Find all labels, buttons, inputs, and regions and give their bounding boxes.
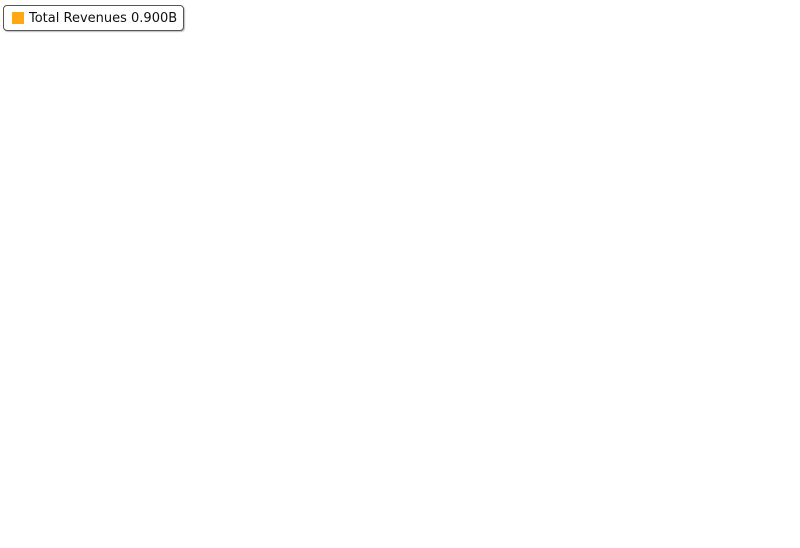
bar-Q1-2023 bbox=[499, 47, 516, 532]
bar-Q1-2019 bbox=[224, 308, 241, 532]
legend-series-name: Total Revenues bbox=[29, 10, 127, 26]
bar-Q2-2016 bbox=[35, 460, 51, 532]
bar-Q2-2022 bbox=[447, 121, 464, 532]
bar-Q2-2021 bbox=[379, 245, 395, 532]
x-tick-label: Q4 2019 bbox=[258, 533, 309, 547]
x-tick-label: Q4 2022 bbox=[464, 533, 515, 547]
bar-Q1-2020 bbox=[293, 305, 309, 532]
bar-Q2-2018 bbox=[172, 403, 189, 532]
bar-Q1-2026 bbox=[705, 122, 722, 532]
grid bbox=[0, 0, 762, 531]
bar-Q3-2019 bbox=[258, 356, 275, 532]
bar-Q3-2018 bbox=[189, 427, 206, 532]
y-tick-marker bbox=[762, 44, 769, 52]
x-tick-label: Q4 2023 bbox=[533, 533, 584, 547]
y-tick-marker bbox=[762, 344, 769, 352]
bar-Q2-2020 bbox=[310, 302, 327, 532]
x-tick-label: Q4 2024 bbox=[602, 533, 653, 547]
x-tick-label: Q4 2017 bbox=[120, 533, 171, 547]
bar-Q2-2023 bbox=[516, 50, 533, 532]
dashed-arrow-curve bbox=[649, 46, 730, 109]
y-tick-label: 0.6B bbox=[771, 341, 798, 355]
y-tick-label: 400M bbox=[771, 491, 800, 505]
bar-Q3-2022 bbox=[465, 122, 481, 532]
bar-Q1-2024 bbox=[568, 83, 585, 532]
bar-Q4-2016 bbox=[69, 470, 86, 532]
bar-Q4-2021 bbox=[413, 191, 430, 532]
bar-Q3-2021 bbox=[396, 244, 413, 532]
bar-Q2-2017 bbox=[103, 425, 120, 532]
y-tick-marker bbox=[762, 119, 769, 127]
y-tick-label: 0.9B bbox=[771, 116, 798, 130]
bar-Q4-2018 bbox=[207, 403, 223, 532]
x-tick-label: Q4 2018 bbox=[189, 533, 240, 547]
x-axis-labels: Q4 2016 Q4 2017 Q4 2018 Q4 2019 Q4 2020 Q4 20… bbox=[52, 533, 723, 547]
bar-Q3-2016 bbox=[52, 487, 69, 532]
bar-Q3-2020 bbox=[327, 334, 344, 532]
bar-Q3-2017 bbox=[121, 457, 137, 532]
bar-Q4-2024 bbox=[619, 44, 636, 532]
bar-Q4-2019 bbox=[275, 329, 292, 532]
x-tick-label: Q4 2016 bbox=[52, 533, 103, 547]
bar-Q1-2021 bbox=[361, 326, 378, 532]
trend-arrow-annotation bbox=[649, 46, 735, 127]
y-tick-marker bbox=[762, 494, 769, 502]
bar-Q4-2017 bbox=[138, 427, 155, 532]
bar-Q4-2022 bbox=[482, 71, 499, 532]
arrowhead-icon bbox=[717, 100, 735, 127]
x-tick-label: Q4 2021 bbox=[396, 533, 447, 547]
y-tick-label: 1B bbox=[771, 41, 787, 55]
bar-Q4-2020 bbox=[344, 293, 361, 532]
y-axis: 400M 0.5B 0.6B 0.7B 0.8B 0.9B 1B bbox=[0, 0, 800, 532]
y-tick-label: 0.8B bbox=[771, 191, 798, 205]
bar-Q1-2025 bbox=[637, 55, 653, 532]
bar-Q1-2022 bbox=[430, 166, 447, 532]
legend: Total Revenues 0.900B bbox=[3, 5, 185, 31]
bar-Q3-2023 bbox=[533, 152, 550, 532]
bar-Q2-2019 bbox=[241, 314, 258, 532]
bar-Q3-2025 bbox=[671, 83, 688, 532]
y-tick-marker bbox=[762, 419, 769, 427]
y-tick-marker bbox=[762, 194, 769, 202]
legend-latest-value: 0.900B bbox=[131, 10, 178, 26]
y-tick-marker bbox=[762, 269, 769, 277]
y-tick-label: 0.7B bbox=[771, 266, 798, 280]
bar-Q1-2018 bbox=[155, 416, 172, 532]
bar-Q4-2025 bbox=[688, 68, 705, 532]
bar-Q3-2024 bbox=[602, 65, 619, 532]
bar-Q2-2025 bbox=[654, 77, 671, 532]
bar-Q2-2024 bbox=[585, 49, 602, 532]
bar-Q1-2017 bbox=[86, 439, 103, 532]
legend-swatch bbox=[12, 12, 24, 24]
y-tick-label: 0.5B bbox=[771, 416, 798, 430]
x-tick-label: Q4 2020 bbox=[327, 533, 378, 547]
bars bbox=[35, 44, 722, 532]
bar-Q4-2023 bbox=[551, 110, 567, 532]
x-tick-label: Q4 2025 bbox=[671, 533, 722, 547]
